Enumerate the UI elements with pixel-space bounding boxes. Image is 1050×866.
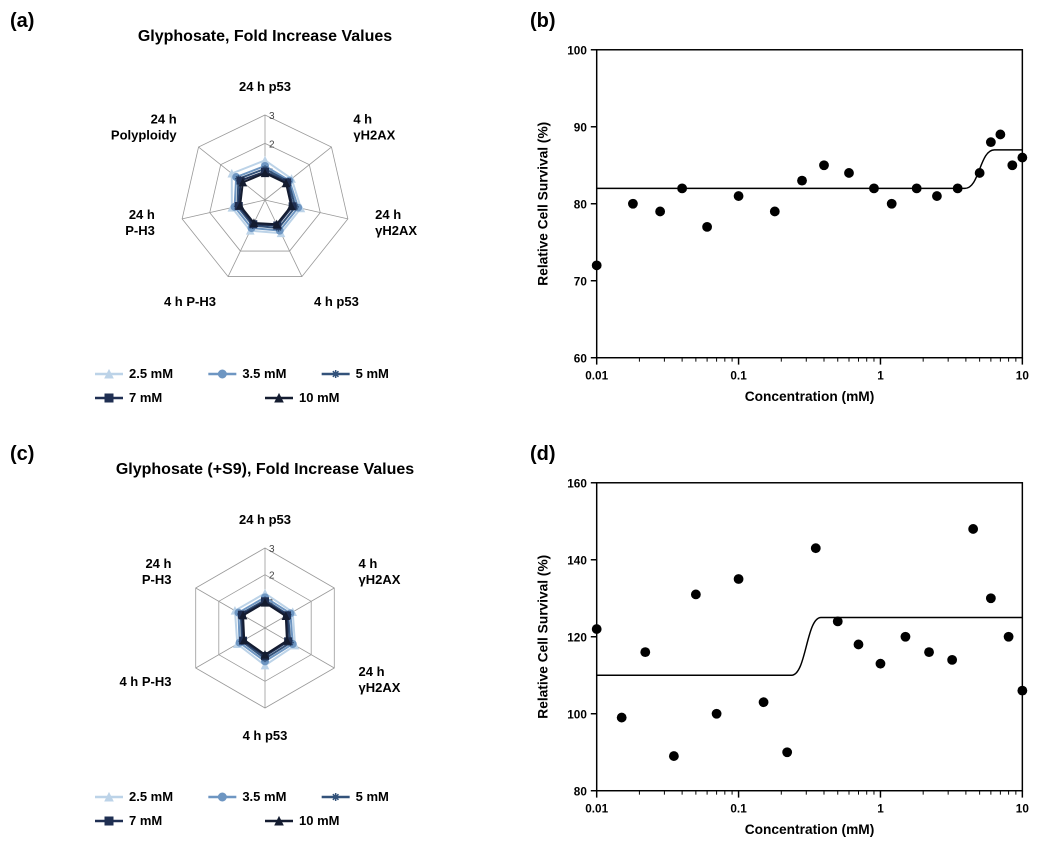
svg-text:80: 80 (574, 786, 588, 799)
svg-text:24 h p53: 24 h p53 (239, 512, 291, 527)
svg-text:140: 140 (567, 555, 587, 568)
svg-text:7 mM: 7 mM (129, 390, 162, 405)
svg-text:0.01: 0.01 (585, 369, 608, 382)
svg-text:3.5 mM: 3.5 mM (242, 366, 286, 381)
radar1-title: Glyphosate, Fold Increase Values (138, 28, 392, 46)
panel-label-a: (a) (10, 10, 34, 33)
scatter-b-chart: 60 70 80 90 100 0.01 0.1 1 10 Concentration (mM) R… (530, 10, 1040, 423)
svg-text:Relative Cell Survival (%): Relative Cell Survival (%) (536, 555, 551, 719)
svg-text:24 h: 24 h (129, 207, 155, 222)
svg-text:2.5 mM: 2.5 mM (129, 366, 173, 381)
svg-text:90: 90 (574, 122, 588, 135)
radar2-legend: 2.5 mM 3.5 mM 5 mM 7 mM 10 mM (75, 783, 455, 838)
svg-text:24 h p53: 24 h p53 (239, 79, 291, 94)
svg-text:Concentration (mM): Concentration (mM) (745, 389, 875, 404)
svg-text:1: 1 (877, 369, 884, 382)
panel-c: (c) Glyphosate (+S9), Fold Increase Valu… (10, 443, 520, 856)
svg-text:γH2AX: γH2AX (359, 572, 401, 587)
svg-text:2: 2 (269, 139, 275, 150)
svg-text:100: 100 (567, 45, 587, 58)
svg-text:4 h P-H3: 4 h P-H3 (119, 674, 171, 689)
svg-text:4 h: 4 h (359, 556, 378, 571)
svg-text:60: 60 (574, 353, 588, 366)
svg-text:2.5 mM: 2.5 mM (129, 789, 173, 804)
svg-text:0.1: 0.1 (730, 369, 747, 382)
svg-text:0.01: 0.01 (585, 802, 608, 815)
svg-text:7 mM: 7 mM (129, 813, 162, 828)
svg-text:24 h: 24 h (359, 664, 385, 679)
svg-text:3: 3 (269, 111, 275, 122)
svg-text:160: 160 (567, 478, 587, 491)
svg-text:80: 80 (574, 199, 588, 212)
svg-text:3: 3 (269, 544, 275, 555)
svg-text:γH2AX: γH2AX (359, 680, 401, 695)
svg-text:Concentration (mM): Concentration (mM) (745, 822, 875, 837)
svg-text:γH2AX: γH2AX (375, 223, 417, 238)
svg-text:4 h P-H3: 4 h P-H3 (164, 294, 216, 309)
svg-text:70: 70 (574, 276, 588, 289)
svg-text:4 h: 4 h (353, 112, 372, 127)
svg-text:24 h: 24 h (145, 556, 171, 571)
svg-text:2: 2 (269, 571, 275, 582)
svg-text:4 h p53: 4 h p53 (314, 294, 359, 309)
svg-text:5 mM: 5 mM (356, 789, 389, 804)
radar2-title: Glyphosate (+S9), Fold Increase Values (116, 461, 414, 479)
svg-text:P-H3: P-H3 (125, 223, 155, 238)
svg-text:120: 120 (567, 632, 587, 645)
svg-text:3.5 mM: 3.5 mM (242, 789, 286, 804)
panel-a: (a) Glyphosate, Fold Increase Values 24 … (10, 10, 520, 423)
svg-text:Relative Cell Survival (%): Relative Cell Survival (%) (536, 122, 551, 286)
panel-d: (d) 801001201401600.010.1110Concentratio… (530, 443, 1040, 856)
svg-text:γH2AX: γH2AX (353, 128, 395, 143)
radar2-chart: 24 h p534 hγH2AX24 hγH2AX4 h p534 h P-H3… (55, 483, 475, 783)
svg-text:10 mM: 10 mM (299, 813, 339, 828)
radar1-chart: 24 h p534 hγH2AX24 hγH2AX4 h p534 h P-H3… (55, 50, 475, 360)
svg-text:10: 10 (1016, 802, 1030, 815)
svg-text:24 h: 24 h (375, 207, 401, 222)
radar1-legend: 2.5 mM 3.5 mM 5 mM 7 mM 10 mM (75, 360, 455, 415)
svg-text:10: 10 (1016, 369, 1030, 382)
svg-text:100: 100 (567, 709, 587, 722)
panel-label-c: (c) (10, 443, 34, 466)
svg-text:0.1: 0.1 (730, 802, 747, 815)
svg-text:5 mM: 5 mM (356, 366, 389, 381)
scatter-d-chart: 80 100 120 140 160 0.01 0.1 1 10 Concentration (m… (530, 443, 1040, 856)
svg-text:P-H3: P-H3 (142, 572, 172, 587)
svg-text:24 h: 24 h (151, 112, 177, 127)
svg-text:10 mM: 10 mM (299, 390, 339, 405)
svg-text:4 h p53: 4 h p53 (243, 728, 288, 743)
svg-text:Polyploidy: Polyploidy (111, 128, 178, 143)
svg-text:1: 1 (877, 802, 884, 815)
panel-b: (b) 607080901000.010.1110Concentration (… (530, 10, 1040, 423)
